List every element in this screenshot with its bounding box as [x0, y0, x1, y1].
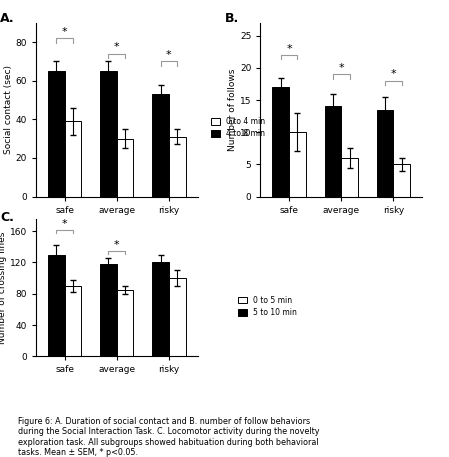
- Text: B.: B.: [225, 12, 239, 26]
- Text: *: *: [166, 50, 172, 60]
- Text: *: *: [114, 239, 119, 250]
- Bar: [289, 132, 306, 197]
- Text: *: *: [339, 63, 344, 73]
- Bar: [117, 138, 133, 197]
- Bar: [325, 106, 341, 197]
- Text: *: *: [62, 218, 67, 228]
- Text: *: *: [391, 69, 396, 80]
- Bar: [152, 94, 169, 197]
- Bar: [377, 110, 393, 197]
- Legend: 0 to 4 min, 4 to 8 min: 0 to 4 min, 4 to 8 min: [211, 117, 266, 139]
- Text: C.: C.: [0, 211, 14, 224]
- Bar: [273, 87, 289, 197]
- Bar: [65, 286, 81, 356]
- Text: *: *: [62, 27, 67, 37]
- Bar: [100, 264, 117, 356]
- Bar: [117, 290, 133, 356]
- Bar: [152, 262, 169, 356]
- Text: *: *: [114, 43, 119, 53]
- Bar: [169, 137, 185, 197]
- Text: Figure 6: A. Duration of social contact and B. number of follow behaviors
during: Figure 6: A. Duration of social contact …: [18, 417, 319, 457]
- Y-axis label: Social contact (sec): Social contact (sec): [4, 65, 13, 154]
- Bar: [100, 71, 117, 197]
- Legend: 0 to 5 min, 5 to 10 min: 0 to 5 min, 5 to 10 min: [238, 295, 298, 318]
- Y-axis label: Number of follows: Number of follows: [228, 69, 237, 151]
- Bar: [48, 71, 65, 197]
- Bar: [65, 121, 81, 197]
- Bar: [169, 278, 185, 356]
- Text: A.: A.: [0, 12, 15, 26]
- Text: *: *: [286, 44, 292, 54]
- Y-axis label: Number of crossing lines: Number of crossing lines: [0, 232, 7, 344]
- Bar: [48, 255, 65, 356]
- Bar: [393, 165, 410, 197]
- Bar: [341, 158, 358, 197]
